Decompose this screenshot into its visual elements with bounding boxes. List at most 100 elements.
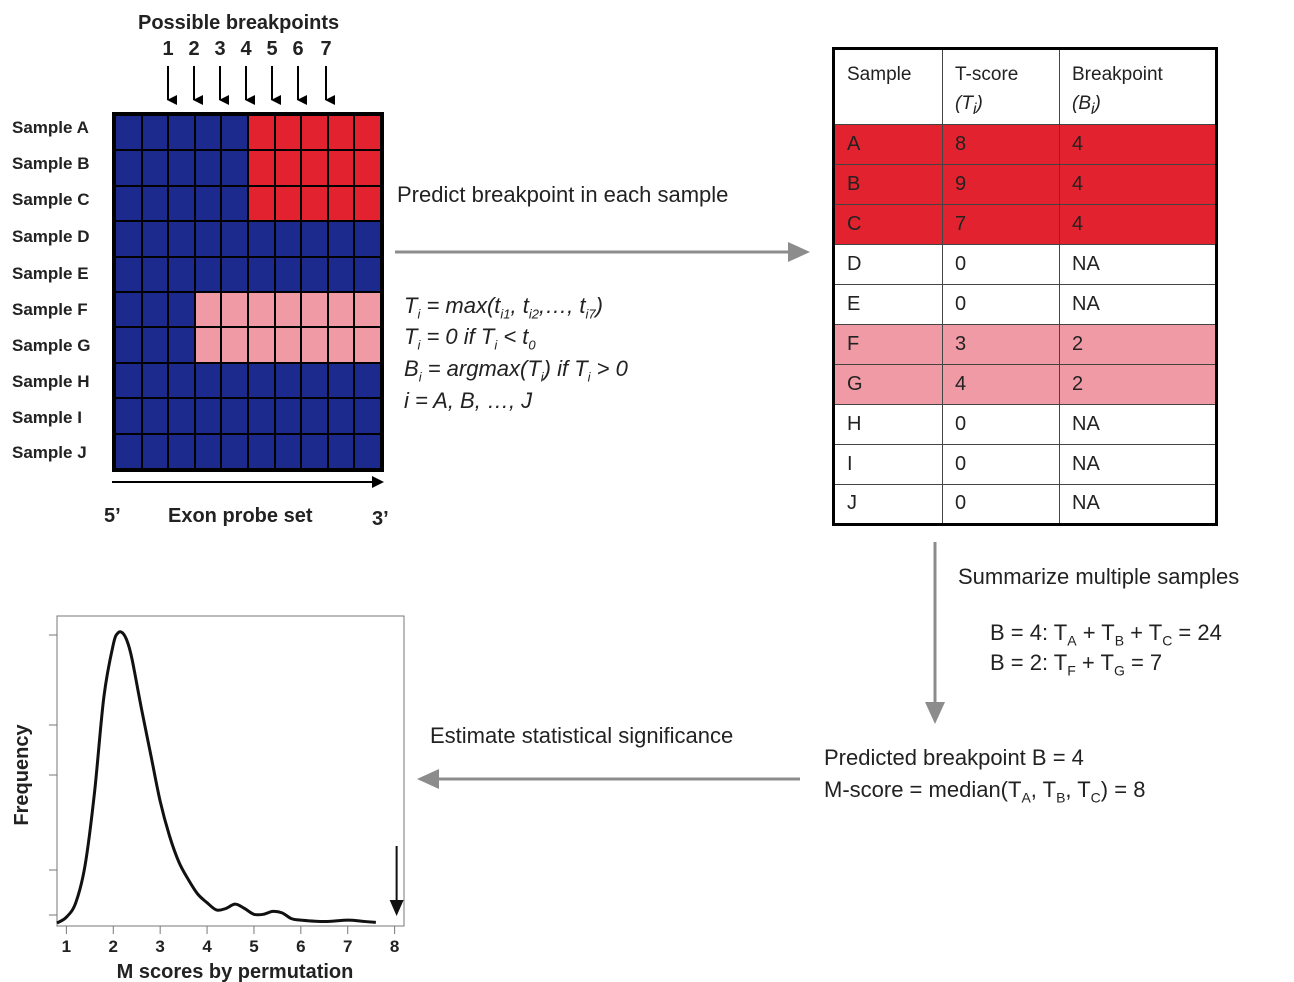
formula-index: i = A, B, …, J bbox=[404, 388, 533, 413]
grid-cell bbox=[168, 221, 195, 257]
grid-cell bbox=[141, 115, 169, 151]
breakpoint-number-4: 4 bbox=[240, 38, 252, 60]
grid-cell bbox=[141, 433, 169, 469]
exon-probe-grid bbox=[112, 112, 384, 472]
row-label-sample-i: Sample I bbox=[12, 408, 82, 427]
grid-cell bbox=[194, 327, 222, 363]
grid-cell bbox=[115, 433, 142, 469]
x-tick-label-7: 7 bbox=[343, 937, 352, 956]
grid-cell bbox=[248, 292, 275, 328]
grid-cell bbox=[115, 150, 142, 186]
table-cell-b: 2 bbox=[1059, 323, 1217, 365]
grid-cell bbox=[194, 256, 222, 292]
grid-cell bbox=[248, 185, 275, 222]
grid-cell bbox=[354, 327, 381, 363]
grid-cell bbox=[115, 221, 142, 257]
grid-cell bbox=[327, 221, 355, 257]
grid-cell bbox=[221, 256, 248, 292]
grid-cell bbox=[141, 150, 169, 186]
table-cell-b: NA bbox=[1059, 243, 1217, 285]
x-tick-label-6: 6 bbox=[296, 937, 305, 956]
grid-cell bbox=[141, 327, 169, 363]
grid-cell bbox=[221, 221, 248, 257]
table-cell-sample: E bbox=[833, 283, 943, 325]
grid-cell bbox=[327, 327, 355, 363]
grid-cell bbox=[194, 362, 222, 399]
grid-cell bbox=[168, 115, 195, 151]
grid-cell bbox=[248, 256, 275, 292]
table-cell-t: 0 bbox=[942, 243, 1060, 285]
grid-cell bbox=[194, 398, 222, 434]
row-label-sample-e: Sample E bbox=[12, 264, 89, 283]
table-cell-sample: A bbox=[833, 123, 943, 165]
grid-cell bbox=[221, 292, 248, 328]
x-tick-label-8: 8 bbox=[390, 937, 399, 956]
grid-cell bbox=[354, 362, 381, 399]
grid-cell bbox=[327, 433, 355, 469]
table-cell-t: 7 bbox=[942, 203, 1060, 245]
grid-cell bbox=[327, 362, 355, 399]
grid-cell bbox=[301, 115, 328, 151]
grid-cell bbox=[327, 150, 355, 186]
grid-cell bbox=[115, 256, 142, 292]
grid-cell bbox=[194, 115, 222, 151]
table-cell-sample: B bbox=[833, 163, 943, 205]
grid-cell bbox=[168, 433, 195, 469]
grid-cell bbox=[354, 221, 381, 257]
m-score-text: M-score = median(TA, TB, TC) = 8 bbox=[824, 777, 1146, 806]
grid-cell bbox=[248, 398, 275, 434]
row-label-sample-d: Sample D bbox=[12, 227, 90, 246]
grid-cell bbox=[354, 115, 381, 151]
grid-cell bbox=[221, 150, 248, 186]
grid-cell bbox=[221, 327, 248, 363]
breakpoint-number-2: 2 bbox=[188, 38, 200, 60]
formula-threshold: Ti = 0 if Ti < t0 bbox=[404, 324, 536, 353]
grid-cell bbox=[221, 362, 248, 399]
table-row: J 0 NA bbox=[833, 483, 1217, 525]
grid-cell bbox=[248, 433, 275, 469]
grid-cell bbox=[168, 150, 195, 186]
observed-m-score-arrowhead bbox=[389, 900, 404, 916]
grid-cell bbox=[248, 327, 275, 363]
density-curve bbox=[56, 630, 376, 925]
table-cell-sample: F bbox=[833, 323, 943, 365]
grid-cell bbox=[274, 433, 302, 469]
header-t-score: T-score (Ti) bbox=[942, 48, 1060, 125]
axis-5prime-label: 5’ bbox=[104, 505, 121, 527]
header-breakpoint: Breakpoint (Bi) bbox=[1059, 48, 1217, 125]
row-label-sample-a: Sample A bbox=[12, 118, 89, 137]
table-cell-t: 3 bbox=[942, 323, 1060, 365]
grid-cell bbox=[168, 292, 195, 328]
table-cell-t: 0 bbox=[942, 283, 1060, 325]
grid-cell bbox=[115, 292, 142, 328]
grid-cell bbox=[301, 292, 328, 328]
table-cell-sample: D bbox=[833, 243, 943, 285]
predicted-breakpoint-text: Predicted breakpoint B = 4 bbox=[824, 745, 1084, 770]
breakpoint-number-3: 3 bbox=[214, 38, 226, 60]
grid-cell bbox=[327, 292, 355, 328]
grid-cell bbox=[327, 185, 355, 222]
grid-cell bbox=[274, 398, 302, 434]
grid-cell bbox=[274, 362, 302, 399]
significance-arrow bbox=[417, 769, 800, 789]
grid-cell bbox=[274, 292, 302, 328]
grid-cell bbox=[301, 221, 328, 257]
grid-cell bbox=[194, 221, 222, 257]
x-tick-label-1: 1 bbox=[62, 937, 71, 956]
table-row: E 0 NA bbox=[833, 283, 1217, 325]
breakpoint-arrows bbox=[167, 66, 335, 105]
grid-cell bbox=[248, 115, 275, 151]
row-label-sample-f: Sample F bbox=[12, 300, 88, 319]
x-tick-label-2: 2 bbox=[109, 937, 118, 956]
grid-cell bbox=[115, 362, 142, 399]
grid-cell bbox=[274, 256, 302, 292]
grid-cell bbox=[194, 433, 222, 469]
breakpoint-number-5: 5 bbox=[266, 38, 278, 60]
grid-cell bbox=[168, 398, 195, 434]
grid-cell bbox=[248, 150, 275, 186]
table-row: H 0 NA bbox=[833, 403, 1217, 445]
